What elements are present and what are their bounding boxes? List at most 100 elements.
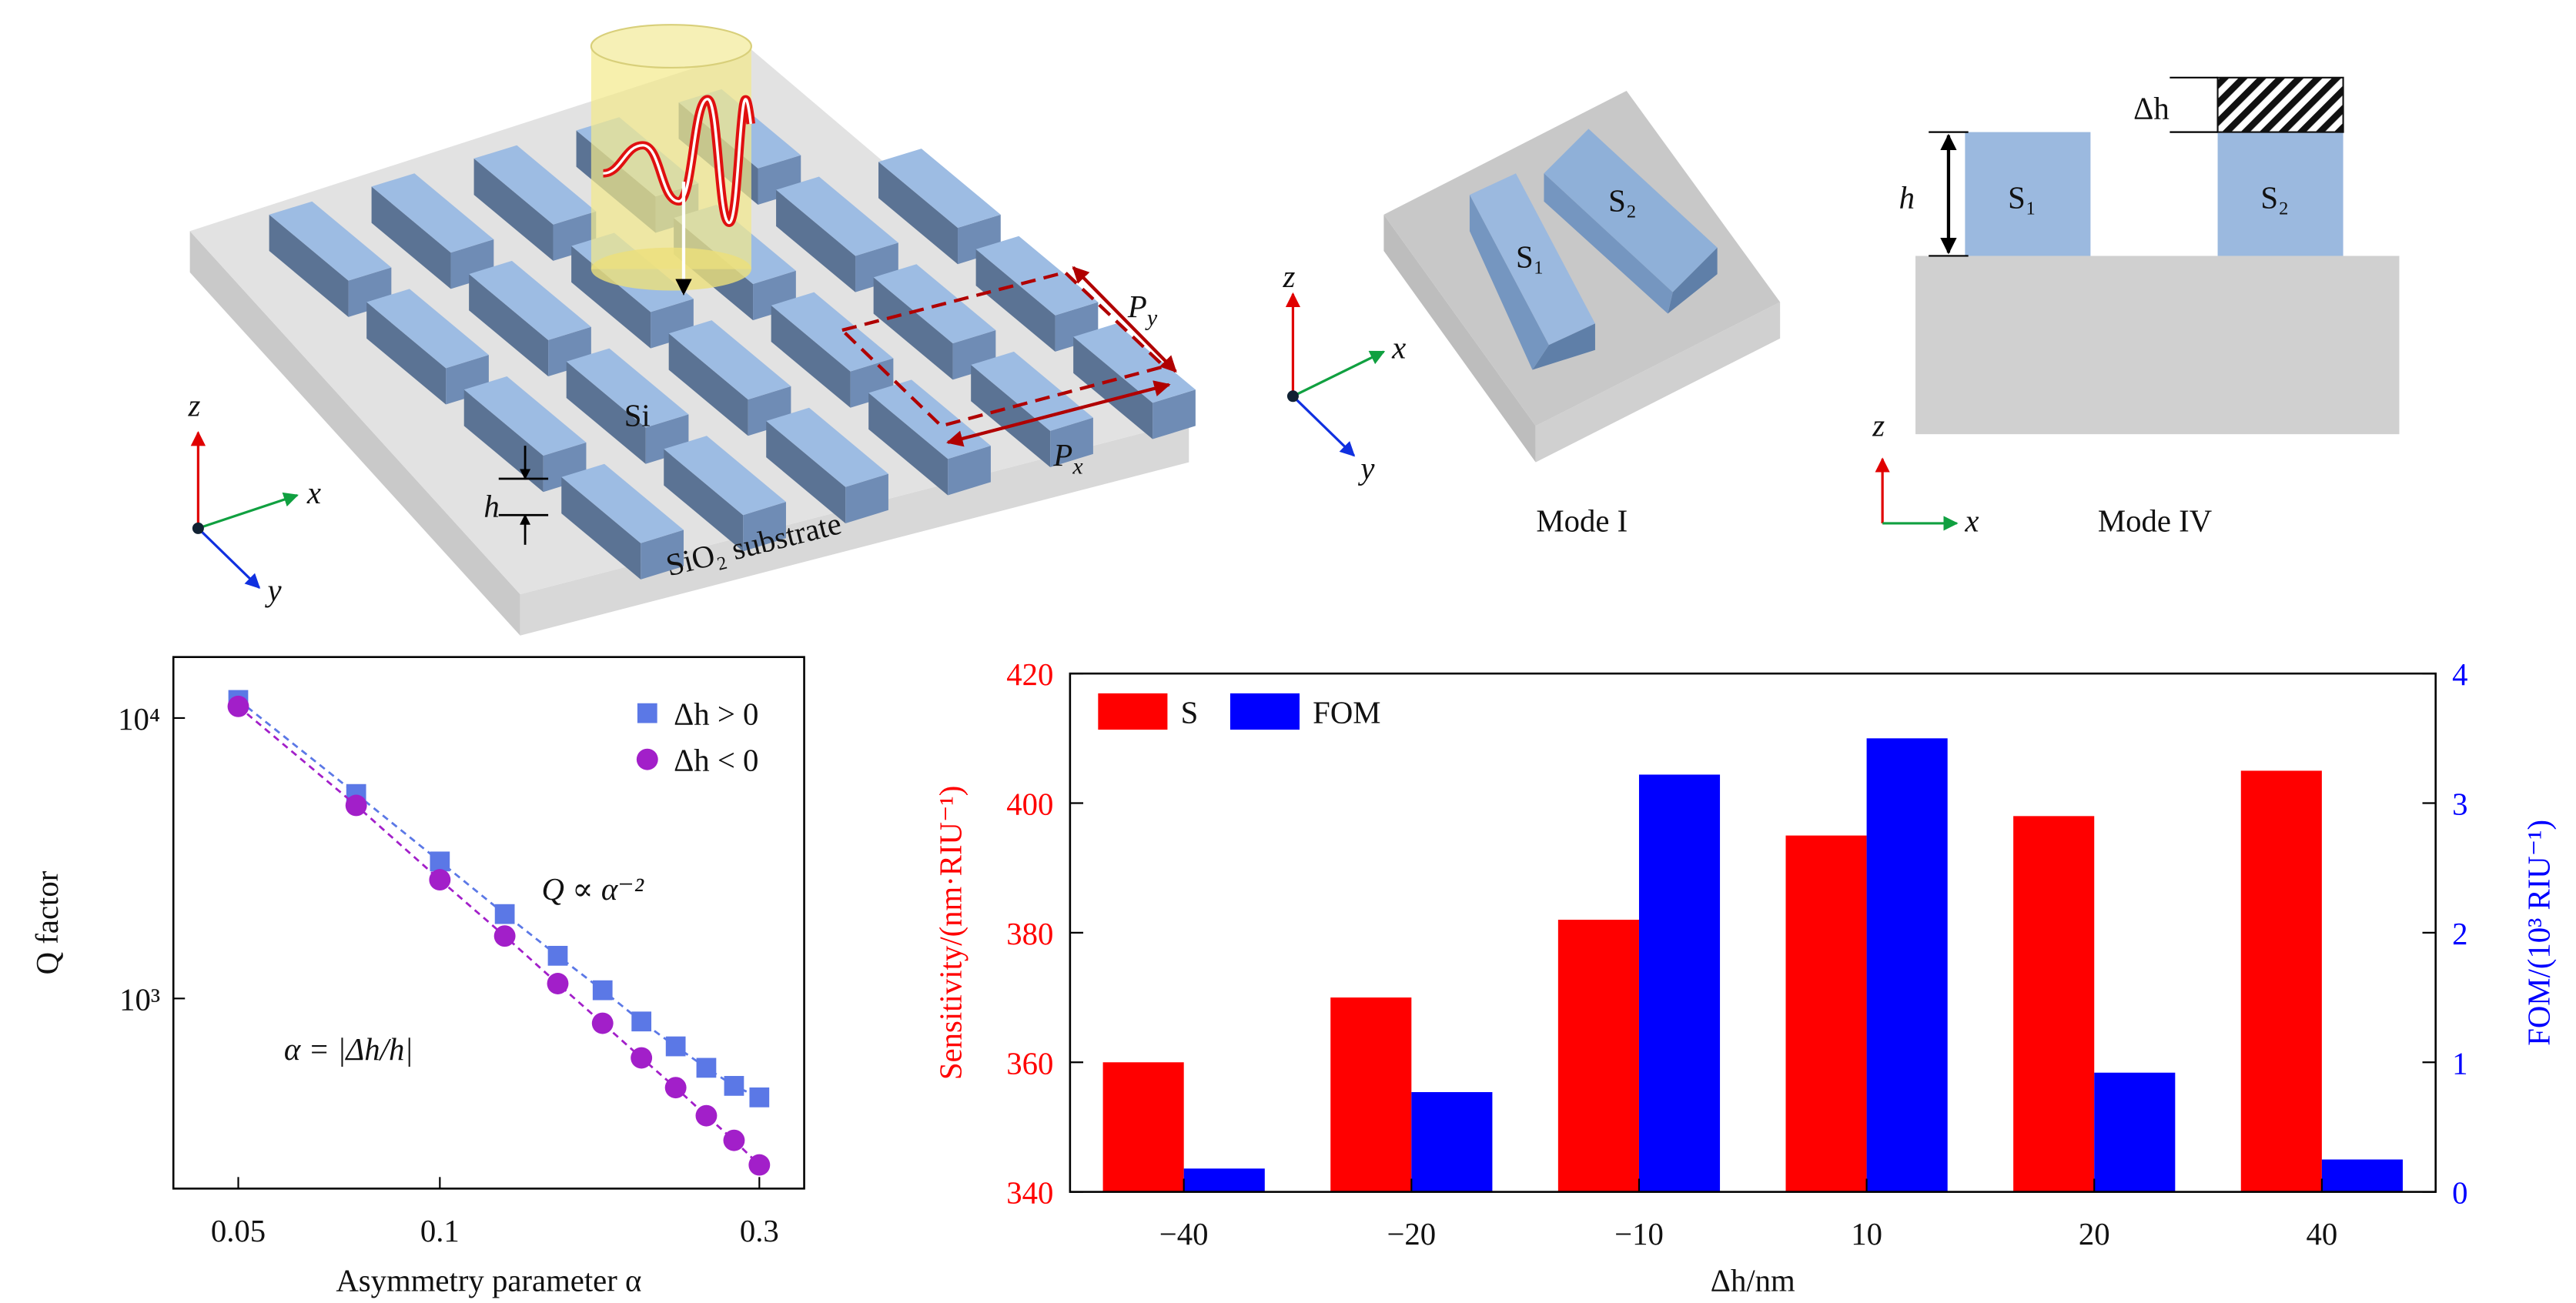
- block-side: [668, 333, 748, 436]
- point: [664, 1077, 687, 1099]
- point: [592, 980, 613, 1001]
- block-label: S₂: [1608, 184, 1637, 219]
- block-side: [664, 449, 744, 552]
- y2-tick-label: 3: [2452, 787, 2467, 822]
- block-front: [845, 473, 888, 523]
- origin: [192, 522, 204, 534]
- light-beam: [590, 24, 756, 296]
- y2-axis-label: FOM/(10³ RIU⁻¹): [2522, 820, 2557, 1046]
- block-side: [561, 476, 641, 580]
- block-top: [776, 176, 898, 256]
- x-axis: [197, 492, 299, 530]
- block-top: [668, 320, 791, 400]
- y-tick-label: 340: [1006, 1176, 1053, 1211]
- bar: [1866, 738, 1948, 1192]
- block-top: [561, 463, 684, 543]
- material-label: Si: [624, 398, 651, 433]
- point: [631, 1047, 653, 1069]
- y-tick-label: 420: [1006, 657, 1053, 692]
- bar: [1638, 774, 1721, 1192]
- point: [696, 1057, 717, 1078]
- bar: [1102, 1062, 1184, 1192]
- point: [665, 1036, 686, 1057]
- block-label: S₂: [2260, 180, 2289, 215]
- y-tick-label: 360: [1006, 1046, 1053, 1081]
- x-tick-label: −10: [1614, 1217, 1664, 1251]
- bar: [2321, 1159, 2403, 1192]
- block-side: [469, 274, 549, 377]
- height-label: h: [483, 489, 499, 523]
- legend-label: FOM: [1313, 695, 1380, 730]
- bar: [2013, 816, 2095, 1192]
- block-side: [463, 389, 544, 493]
- point: [723, 1129, 745, 1151]
- x-tick-label: 40: [2306, 1217, 2337, 1251]
- metasurface-diagram: Si SiO₂ substrate h Px Py z x y: [188, 24, 1196, 636]
- mode-i-diagram: S₁ S₂ z x y Mode I: [1283, 90, 1781, 539]
- block-label: S₁: [1516, 239, 1544, 274]
- point: [493, 925, 516, 947]
- point: [724, 1076, 744, 1096]
- block-side: [873, 277, 953, 380]
- axis-label: z: [1872, 408, 1885, 443]
- y-tick-label: 10³: [119, 982, 160, 1017]
- block-side: [771, 305, 851, 408]
- block-front: [743, 502, 786, 552]
- bar: [1330, 997, 1412, 1192]
- y-tick-label: 400: [1006, 787, 1053, 822]
- block-side: [473, 158, 554, 261]
- bar: [1183, 1168, 1265, 1192]
- point: [547, 945, 568, 966]
- y-axis-label: Q factor: [30, 870, 65, 974]
- point: [494, 904, 515, 924]
- block-front: [948, 446, 991, 496]
- point: [631, 1011, 652, 1032]
- legend-swatch: [1098, 693, 1168, 730]
- delta-label: Δh: [2133, 91, 2170, 125]
- substrate-side: [189, 231, 520, 636]
- axis-label: z: [188, 389, 201, 423]
- plot-frame: [1069, 672, 2437, 1193]
- charts: 0.05 0.1 0.3 10³ 10⁴ Asymmetry parameter α Q f…: [30, 656, 2557, 1298]
- y-tick-label: 10⁴: [118, 702, 160, 737]
- si-blocks: [269, 89, 1196, 580]
- point: [591, 1012, 614, 1034]
- axis-label: z: [1283, 259, 1296, 294]
- x-tick-label: 0.1: [420, 1214, 460, 1248]
- legend-label: Δh < 0: [674, 743, 758, 778]
- caption: Mode IV: [2098, 504, 2212, 539]
- point: [695, 1104, 718, 1127]
- point: [749, 1087, 770, 1108]
- py-arrow: [1072, 266, 1177, 373]
- block-top: [371, 173, 494, 253]
- block-side: [868, 393, 948, 496]
- block-top: [473, 145, 597, 225]
- bar: [1785, 835, 1867, 1192]
- axis-label: x: [1964, 504, 1979, 539]
- block-top: [873, 264, 996, 344]
- x-axis-label: Asymmetry parameter α: [336, 1263, 641, 1298]
- block-side: [269, 214, 349, 317]
- block-top: [469, 260, 591, 340]
- block-side: [878, 162, 958, 265]
- axis-label: x: [306, 476, 321, 510]
- annotation: α = |Δh/h|: [284, 1032, 413, 1067]
- bar: [1557, 920, 1639, 1192]
- legend-label: Δh > 0: [674, 697, 758, 732]
- axis-label: x: [1391, 330, 1406, 365]
- px-label: Px: [1052, 438, 1083, 479]
- point: [430, 851, 450, 872]
- bar: [1411, 1091, 1493, 1192]
- bar: [2240, 770, 2322, 1192]
- x-tick-label: 10: [1851, 1217, 1882, 1251]
- block-side: [371, 186, 451, 289]
- y-tick-label: 380: [1006, 917, 1053, 951]
- bar: [2094, 1072, 2176, 1192]
- y-axis-label: Sensitivity/(nm·RIU⁻¹): [933, 786, 968, 1080]
- height-label: h: [1899, 180, 1915, 215]
- x-tick-label: 20: [2079, 1217, 2110, 1251]
- axis-label: y: [1357, 451, 1375, 486]
- point: [748, 1154, 771, 1176]
- annotation: Q ∝ α⁻²: [542, 872, 644, 907]
